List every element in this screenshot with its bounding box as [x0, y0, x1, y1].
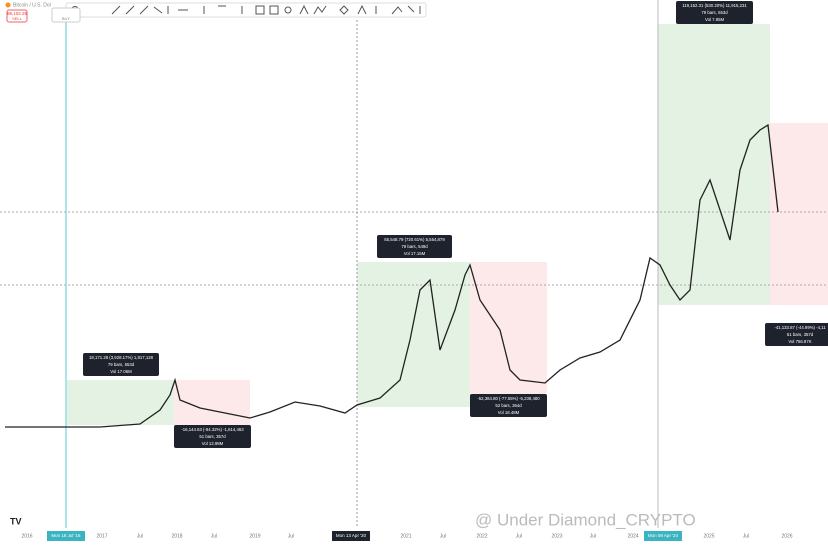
measure-change: 55,548.79 (720.61%) 5,554,879: [384, 237, 445, 242]
x-axis-label: 2018: [171, 533, 182, 539]
measure-volume: Vol 7.85M: [705, 17, 725, 22]
watermark: @ Under Diamond_CRYPTO: [475, 510, 696, 529]
toolbar: [51, 2, 427, 23]
measure-change: -52,384.80 (-77.55%) -5,238,480: [477, 396, 540, 401]
x-axis-label: 2022: [476, 533, 487, 539]
crosshair-date: Mon 18 Jul '16: [51, 533, 81, 538]
measure-bars: 51 bars, 357d: [787, 332, 814, 337]
x-axis-label: 2021: [400, 533, 411, 539]
measure-bars: 79 bars, 553d: [108, 362, 135, 367]
measure-volume: Vol 18.48M: [498, 410, 520, 415]
measure-volume: Vol 756.87K: [788, 339, 811, 344]
x-axis-label: 2017: [96, 533, 107, 539]
crosshair-date-bg: [644, 531, 682, 541]
buy-button[interactable]: BUY: [62, 16, 71, 21]
measure-volume: Vol 13.98M: [202, 441, 224, 446]
measure-bars: 79 bars, 549d: [401, 244, 428, 249]
measure-volume: Vol 17.15M: [404, 251, 426, 256]
measure-volume: Vol 17.06M: [110, 369, 132, 374]
x-axis-label: Jul: [516, 533, 522, 539]
x-axis-label: Jul: [743, 533, 749, 539]
measure-box: [83, 353, 159, 376]
x-axis-label: 2019: [249, 533, 260, 539]
crosshair-date-bg: [332, 531, 370, 541]
measure-box: [377, 235, 452, 258]
sell-button[interactable]: SELL: [12, 16, 23, 21]
symbol: Bitcoin / U.S. Dol: [13, 2, 51, 8]
crosshair-date: Mon 08 Apr '24: [648, 533, 679, 538]
tv-logo: TV: [10, 516, 22, 526]
measure-bars: 52 bars, 364d: [495, 403, 522, 408]
crosshair-date: Mon 13 Apr '20: [336, 533, 367, 538]
measure-box: [676, 1, 753, 24]
price[interactable]: 89,102.28: [7, 11, 28, 16]
measure-change: 119,152.31 (530.20%) 11,915,231: [682, 3, 747, 8]
measure-box: [765, 323, 828, 346]
x-axis-label: 2016: [21, 533, 32, 539]
zones: [67, 24, 828, 425]
measure-change: 18,171.28 (3,928.17%) 1,817,128: [89, 355, 154, 360]
measure-bars: 51 bars, 357d: [199, 434, 226, 439]
x-axis-label: 2023: [551, 533, 562, 539]
x-axis-label: 2024: [627, 533, 638, 539]
x-axis-label: Jul: [211, 533, 217, 539]
measure-box: [470, 394, 547, 417]
x-axis-label: Jul: [137, 533, 143, 539]
measure-box: [174, 425, 251, 448]
measure-change: -16,144.63 (-84.32%) -1,614,463: [181, 427, 244, 432]
measure-bars: 79 bars, 553d: [701, 10, 728, 15]
price-line: [5, 123, 779, 428]
x-axis-label: Jul: [440, 533, 446, 539]
symbol-info: Bitcoin / U.S. Dol 89,102.28 SELL BUY: [5, 2, 71, 23]
measure-change: -41,133.87 (-44.99%) -4,11: [774, 325, 826, 330]
x-axis-label: 2025: [703, 533, 714, 539]
x-axis-label: Jul: [288, 533, 294, 539]
crosshair-date-bg: [47, 531, 85, 541]
x-axis-label: 2026: [781, 533, 792, 539]
x-axis-label: Jul: [590, 533, 596, 539]
